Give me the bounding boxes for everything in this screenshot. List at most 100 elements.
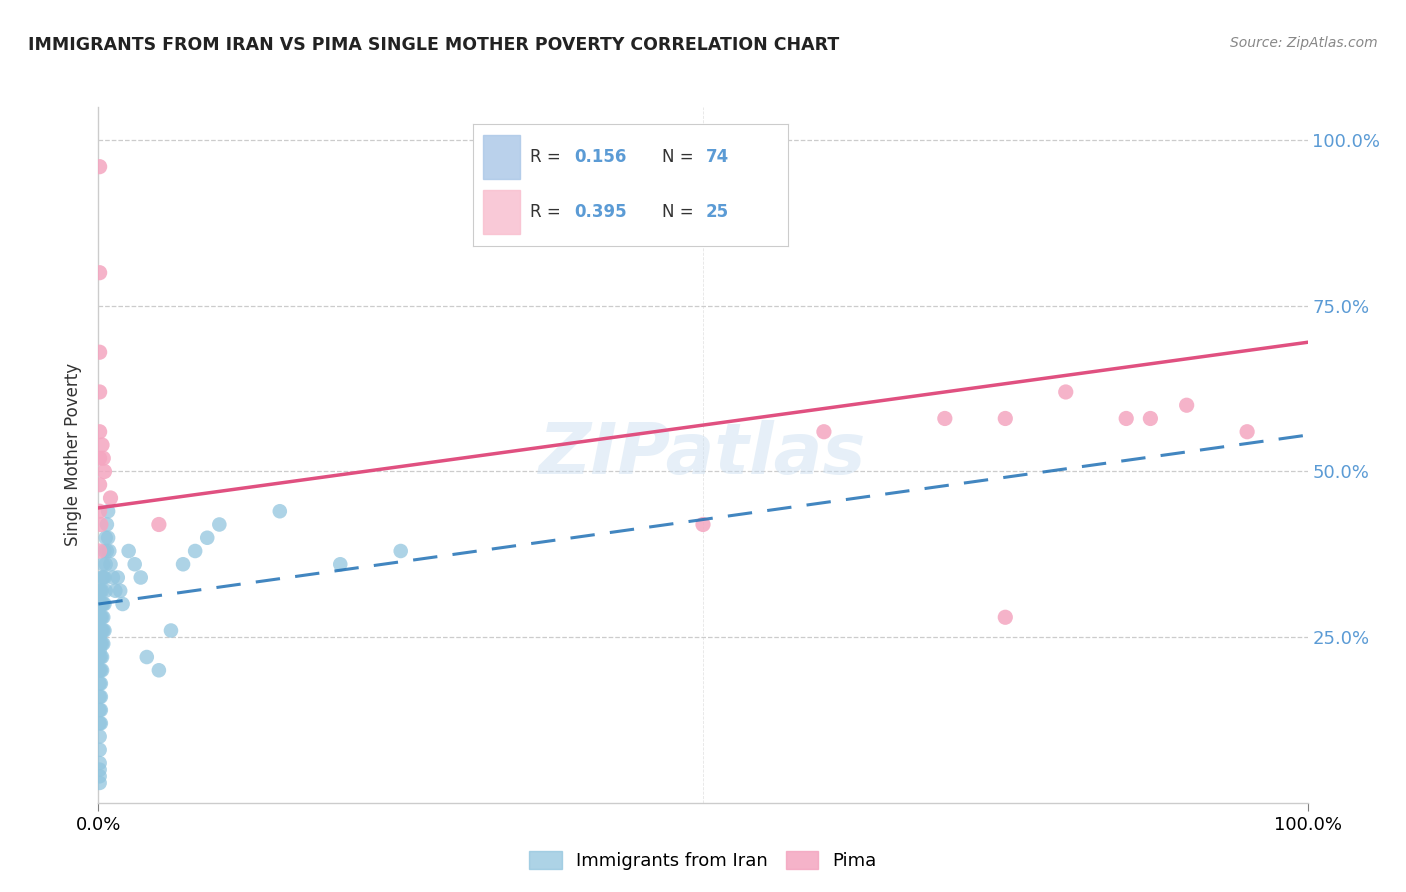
- Point: [91, 663, 114, 677]
- Point: [1175, 398, 1198, 412]
- Point: [692, 517, 714, 532]
- Point: [90, 703, 112, 717]
- Text: Source: ZipAtlas.com: Source: ZipAtlas.com: [1230, 36, 1378, 50]
- Point: [96, 517, 118, 532]
- Point: [91, 583, 114, 598]
- Point: [94, 583, 117, 598]
- Point: [90, 716, 112, 731]
- Point: [94, 558, 117, 572]
- Point: [90, 650, 112, 665]
- Point: [269, 504, 291, 518]
- Point: [89, 597, 111, 611]
- Point: [329, 558, 352, 572]
- Point: [89, 544, 111, 558]
- Point: [89, 756, 111, 770]
- Y-axis label: Single Mother Poverty: Single Mother Poverty: [65, 363, 83, 547]
- Point: [91, 570, 114, 584]
- Point: [108, 583, 131, 598]
- Point: [90, 610, 112, 624]
- Point: [89, 266, 111, 280]
- Point: [91, 570, 114, 584]
- Point: [89, 624, 111, 638]
- Point: [90, 663, 112, 677]
- Point: [91, 438, 114, 452]
- Point: [160, 624, 183, 638]
- Text: IMMIGRANTS FROM IRAN VS PIMA SINGLE MOTHER POVERTY CORRELATION CHART: IMMIGRANTS FROM IRAN VS PIMA SINGLE MOTH…: [28, 36, 839, 54]
- Point: [91, 650, 114, 665]
- Point: [101, 570, 124, 584]
- Point: [994, 411, 1017, 425]
- Point: [1236, 425, 1258, 439]
- Point: [91, 610, 114, 624]
- Point: [1115, 411, 1137, 425]
- Point: [100, 558, 122, 572]
- Point: [934, 411, 956, 425]
- Point: [89, 451, 111, 466]
- Point: [184, 544, 207, 558]
- Point: [89, 610, 111, 624]
- Point: [91, 624, 114, 638]
- Point: [91, 597, 114, 611]
- Point: [994, 610, 1017, 624]
- Legend: Immigrants from Iran, Pima: Immigrants from Iran, Pima: [522, 844, 884, 877]
- Point: [129, 570, 152, 584]
- Point: [1139, 411, 1161, 425]
- Point: [89, 345, 111, 359]
- Point: [89, 730, 111, 744]
- Point: [89, 504, 111, 518]
- Point: [91, 637, 114, 651]
- Point: [89, 477, 111, 491]
- Point: [93, 597, 115, 611]
- Point: [89, 630, 111, 644]
- Point: [89, 663, 111, 677]
- Point: [93, 544, 115, 558]
- Text: ZIPatlas: ZIPatlas: [540, 420, 866, 490]
- Point: [135, 650, 157, 665]
- Point: [91, 451, 114, 466]
- Point: [93, 570, 115, 584]
- Point: [90, 624, 112, 638]
- Point: [813, 425, 835, 439]
- Point: [90, 517, 112, 532]
- Point: [89, 650, 111, 665]
- Point: [94, 531, 117, 545]
- Point: [89, 763, 111, 777]
- Point: [91, 637, 114, 651]
- Point: [89, 743, 111, 757]
- Point: [93, 624, 115, 638]
- Point: [104, 583, 127, 598]
- Point: [91, 624, 114, 638]
- Point: [97, 504, 120, 518]
- Point: [89, 676, 111, 690]
- Point: [91, 558, 114, 572]
- Point: [90, 597, 112, 611]
- Point: [195, 531, 218, 545]
- Point: [93, 465, 115, 479]
- Point: [98, 544, 121, 558]
- Point: [90, 583, 112, 598]
- Point: [172, 558, 194, 572]
- Point: [148, 517, 170, 532]
- Point: [124, 558, 146, 572]
- Point: [89, 583, 111, 598]
- Point: [90, 690, 112, 704]
- Point: [89, 703, 111, 717]
- Point: [89, 716, 111, 731]
- Point: [89, 690, 111, 704]
- Point: [111, 597, 134, 611]
- Point: [89, 160, 111, 174]
- Point: [90, 676, 112, 690]
- Point: [389, 544, 412, 558]
- Point: [107, 570, 129, 584]
- Point: [89, 637, 111, 651]
- Point: [118, 544, 141, 558]
- Point: [89, 769, 111, 783]
- Point: [89, 776, 111, 790]
- Point: [208, 517, 231, 532]
- Point: [100, 491, 122, 505]
- Point: [91, 597, 114, 611]
- Point: [90, 637, 112, 651]
- Point: [91, 610, 114, 624]
- Point: [89, 425, 111, 439]
- Point: [148, 663, 170, 677]
